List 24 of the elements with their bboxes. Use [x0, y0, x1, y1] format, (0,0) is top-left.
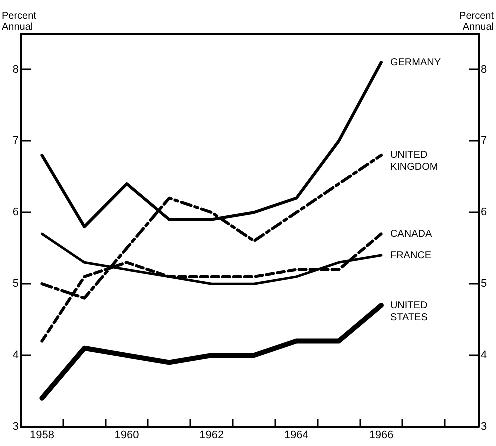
- y-tick-label: 5: [12, 278, 19, 290]
- y-tick-label: 3: [12, 421, 19, 434]
- y-tick-label: 7: [12, 135, 19, 148]
- y-tick-label: 6: [12, 206, 19, 219]
- y-axis-title: Percent Annual: [2, 11, 37, 33]
- x-tick-label: 1966: [369, 430, 394, 442]
- series-label: CANADA: [390, 228, 432, 240]
- series-label: FRANCE: [390, 250, 432, 262]
- y2-tick-label: 6: [481, 206, 488, 219]
- x-tick-label: 1958: [30, 430, 54, 442]
- series-label: UNITED KINGDOM: [390, 150, 438, 174]
- series-label: UNITED STATES: [390, 300, 428, 324]
- x-tick-label: 1964: [284, 430, 309, 442]
- x-tick-label: 1960: [114, 430, 140, 442]
- y2-tick-label: 7: [481, 135, 488, 148]
- y-tick-label: 8: [12, 64, 19, 76]
- y2-tick-label: 5: [481, 278, 488, 290]
- x-tick-label: 1962: [200, 430, 224, 442]
- y2-tick-label: 8: [481, 64, 488, 76]
- series-label: GERMANY: [390, 57, 442, 68]
- y2-axis-title: Percent Annual: [460, 11, 494, 33]
- y2-tick-label: 4: [481, 350, 488, 362]
- y-tick-label: 4: [12, 350, 19, 362]
- y2-tick-label: 3: [481, 421, 488, 434]
